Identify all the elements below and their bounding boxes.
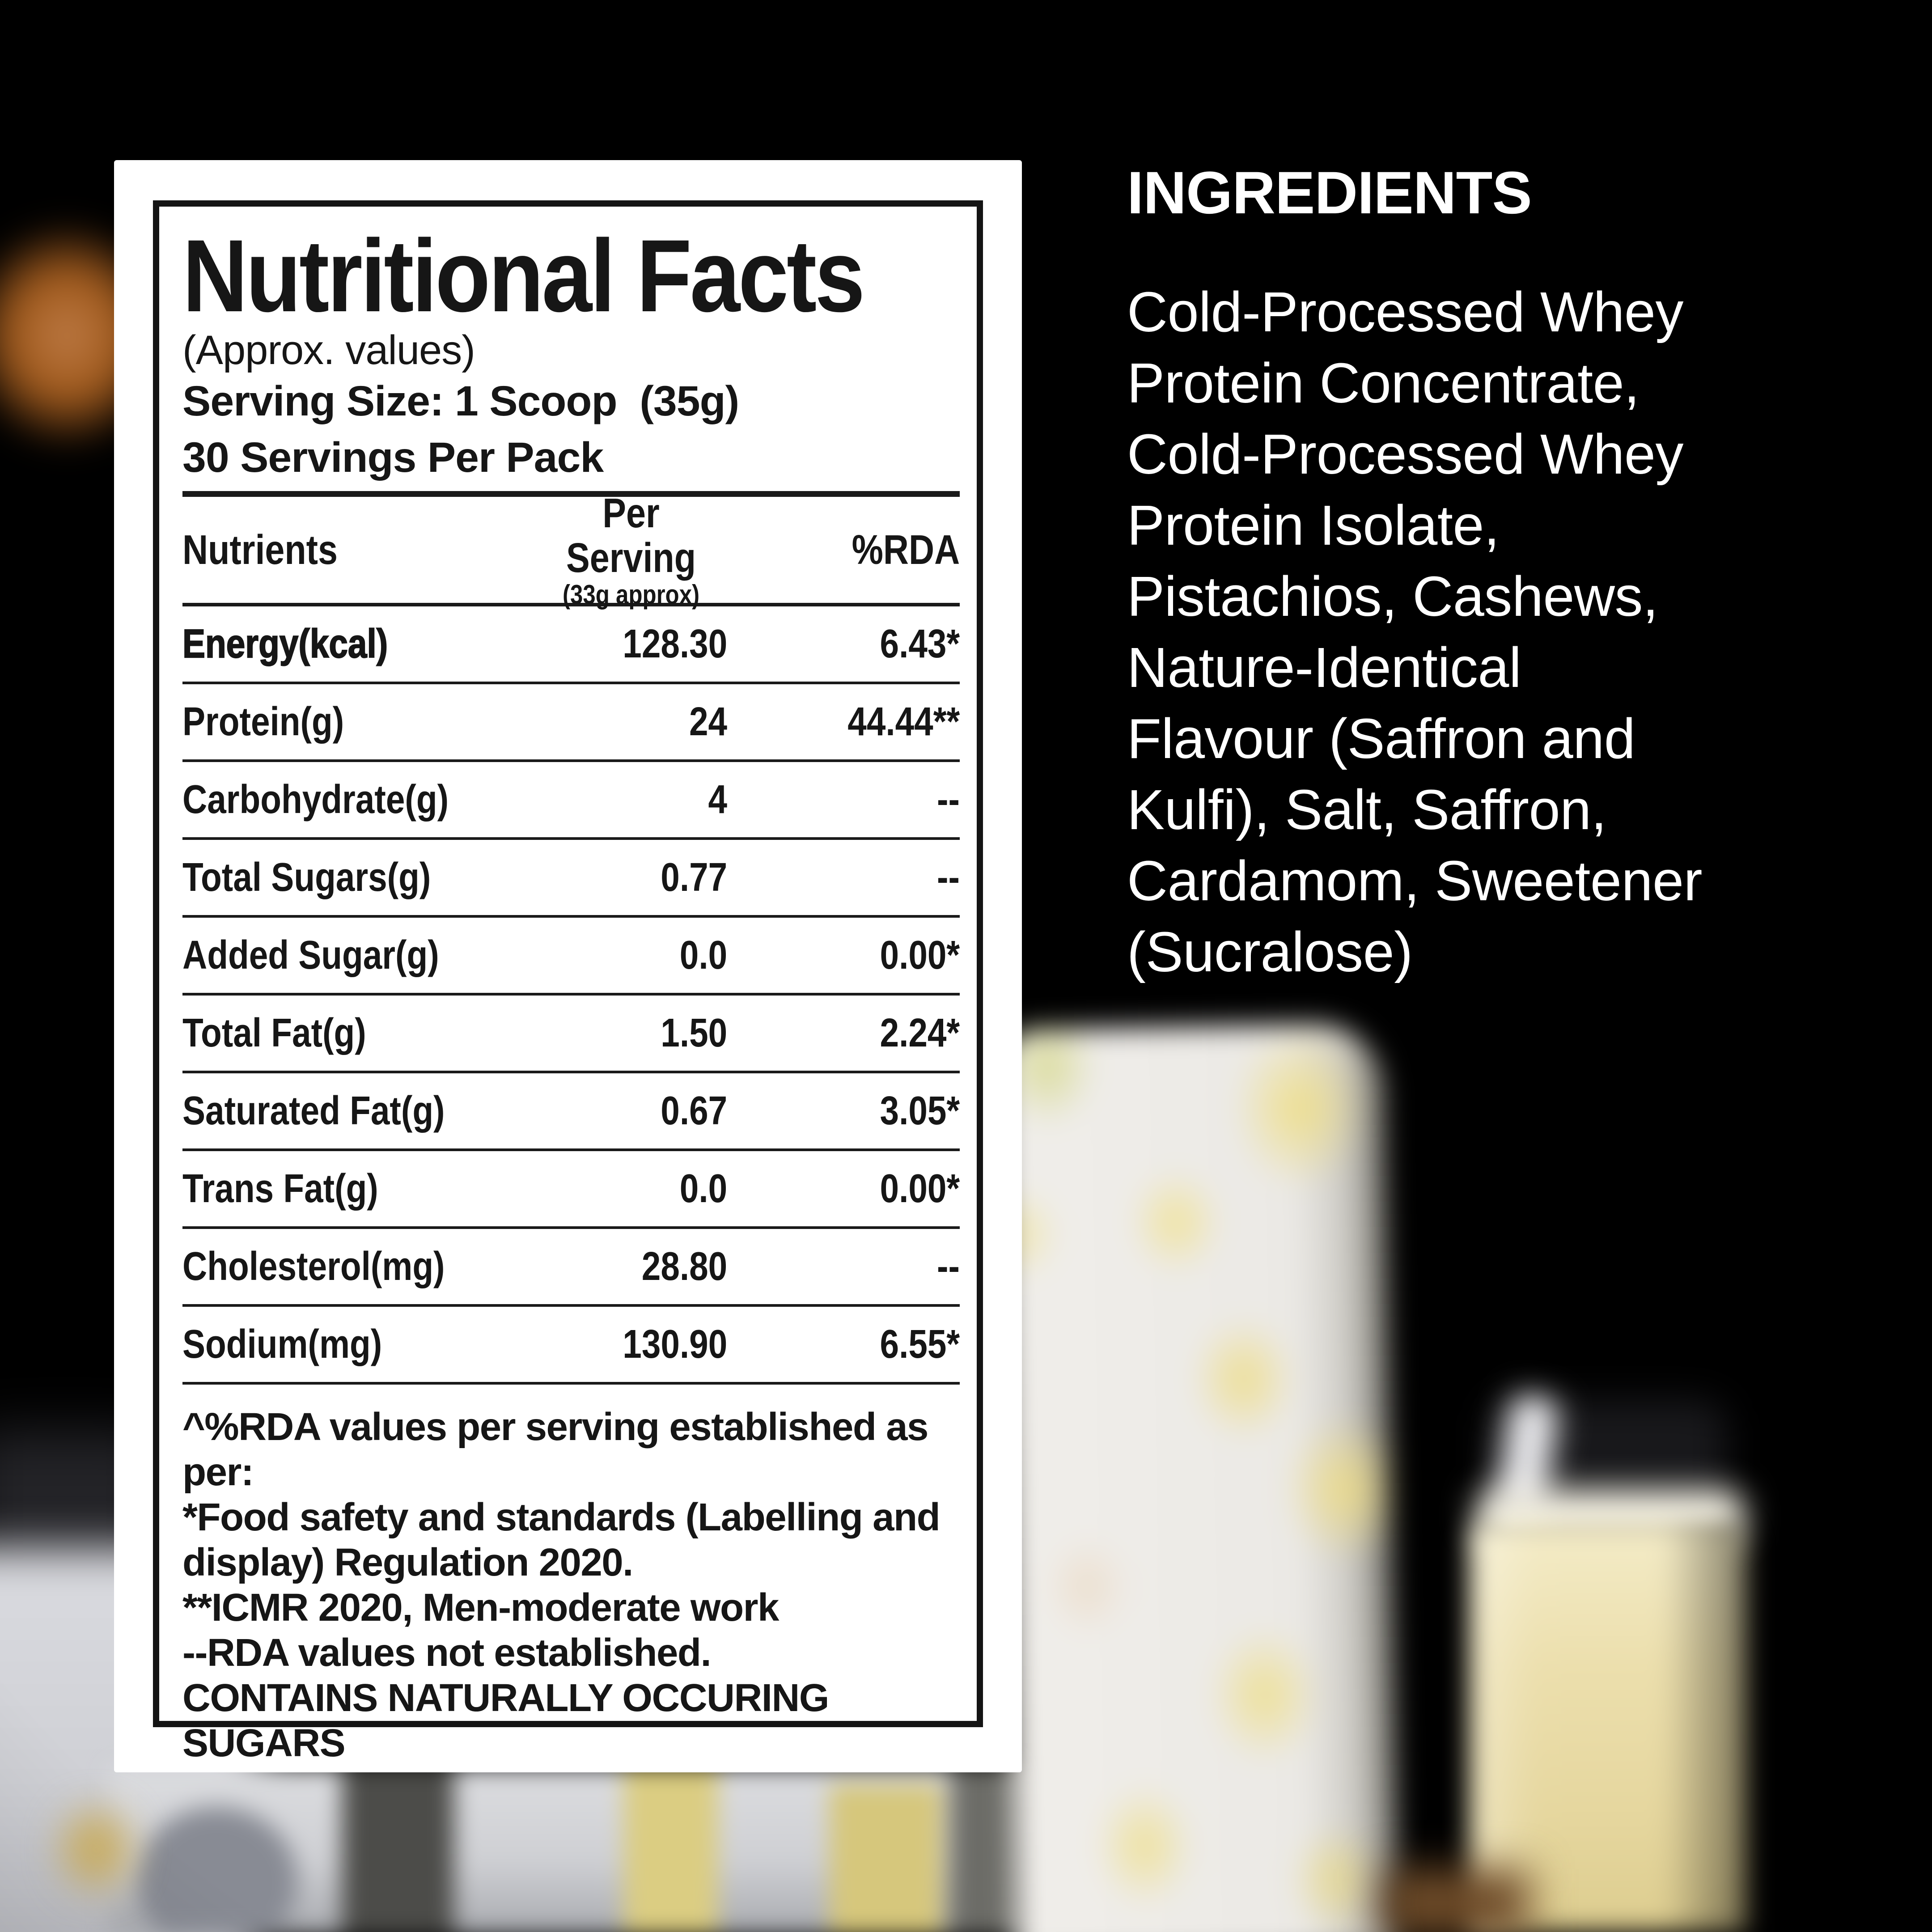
ingredients-heading: INGREDIENTS [1127, 160, 1532, 226]
per-serving-value: 4 [708, 777, 727, 822]
panel-title: Nutritional Facts [182, 225, 960, 327]
per-serving-value: 0.0 [679, 1166, 727, 1211]
table-row: Added Sugar(g) 0.0 0.00* [182, 918, 960, 996]
per-serving-value: 0.0 [679, 932, 727, 978]
panel-border: Nutritional Facts (Approx. values) Servi… [153, 200, 983, 1765]
panel-footnotes: ^%RDA values per serving established as … [182, 1405, 941, 1765]
yellow-streak-blur [830, 1784, 941, 1932]
rda-value: 0.00* [880, 1166, 960, 1211]
wood-surface-blur [1382, 1869, 1530, 1932]
nutrient-label: Protein(g) [182, 699, 344, 744]
table-header: Nutrients Per Serving (33g approx) %RDA [182, 491, 960, 609]
rda-value: 44.44** [847, 699, 960, 744]
rda-value: 6.55* [880, 1322, 960, 1367]
per-serving-header-label: Per Serving [566, 489, 696, 581]
under-card-blur [110, 1767, 1031, 1932]
rda-value: 2.24* [880, 1010, 960, 1055]
rda-column-header: %RDA [852, 526, 960, 573]
nutrient-label: Trans Fat(g) [182, 1166, 378, 1211]
rda-value: -- [937, 855, 960, 900]
drink-glass-blur [1469, 1523, 1746, 1932]
nutrients-column-header: Nutrients [182, 526, 338, 573]
per-serving-note: (33g approx) [562, 579, 700, 610]
table-row: Energy(kcal) 128.30 6.43* [182, 606, 960, 684]
per-serving-value: 24 [689, 699, 727, 744]
gray-smudge-blur [136, 1807, 297, 1932]
per-serving-value: 128.30 [623, 621, 727, 666]
glass-foam-blur [1476, 1489, 1744, 1543]
nutrient-label: Sodium(mg) [182, 1322, 382, 1367]
per-serving-value: 0.67 [661, 1088, 727, 1133]
table-row: Saturated Fat(g) 0.67 3.05* [182, 1073, 960, 1151]
per-serving-value: 28.80 [641, 1244, 727, 1289]
servings-per-pack-line: 30 Servings Per Pack [182, 434, 604, 481]
per-serving-column-header: Per Serving (33g approx) [535, 491, 727, 610]
rda-value: 3.05* [880, 1088, 960, 1133]
per-serving-value: 1.50 [661, 1010, 727, 1055]
table-row: Trans Fat(g) 0.0 0.00* [182, 1151, 960, 1229]
glass-straw-blur [1494, 1392, 1560, 1524]
box-logo-blur [63, 1811, 130, 1887]
table-row: Carbohydrate(g) 4 -- [182, 762, 960, 840]
nutrient-label: Cholesterol(mg) [182, 1244, 445, 1289]
ingredients-text: Cold-Processed Whey Protein Concentrate,… [1127, 280, 1703, 983]
dark-streak-blur [950, 1767, 1031, 1932]
table-row: Total Sugars(g) 0.77 -- [182, 840, 960, 918]
glass-lid-blur [1489, 1400, 1726, 1516]
table-row: Total Fat(g) 1.50 2.24* [182, 996, 960, 1073]
panel-title-text: Nutritional Facts [182, 218, 865, 333]
table-row: Cholesterol(mg) 28.80 -- [182, 1229, 960, 1307]
table-row: Protein(g) 24 44.44** [182, 684, 960, 762]
rda-value: -- [937, 1244, 960, 1289]
per-serving-value: 130.90 [623, 1322, 727, 1367]
table-row: Sodium(mg) 130.90 6.55* [182, 1307, 960, 1385]
nutrition-panel: Nutritional Facts (Approx. values) Servi… [114, 160, 1022, 1772]
per-serving-value: 0.77 [661, 855, 727, 900]
nutrient-label: Total Fat(g) [182, 1010, 366, 1055]
product-pouch-blur [1000, 1023, 1399, 1932]
yellow-streak-blur [624, 1767, 718, 1932]
nutrient-label: Added Sugar(g) [182, 932, 439, 978]
nutrient-label: Carbohydrate(g) [182, 777, 449, 822]
nutrient-label: Saturated Fat(g) [182, 1088, 445, 1133]
rda-value: -- [937, 777, 960, 822]
nutrient-label: Energy(kcal) [182, 621, 388, 666]
rda-value: 0.00* [880, 932, 960, 978]
panel-subtitle: (Approx. values) [182, 327, 475, 373]
rda-value: 6.43* [880, 621, 960, 666]
nutrient-label: Total Sugars(g) [182, 855, 431, 900]
serving-size-line: Serving Size: 1 Scoop (35g) [182, 377, 739, 425]
dark-streak-blur [342, 1767, 454, 1932]
